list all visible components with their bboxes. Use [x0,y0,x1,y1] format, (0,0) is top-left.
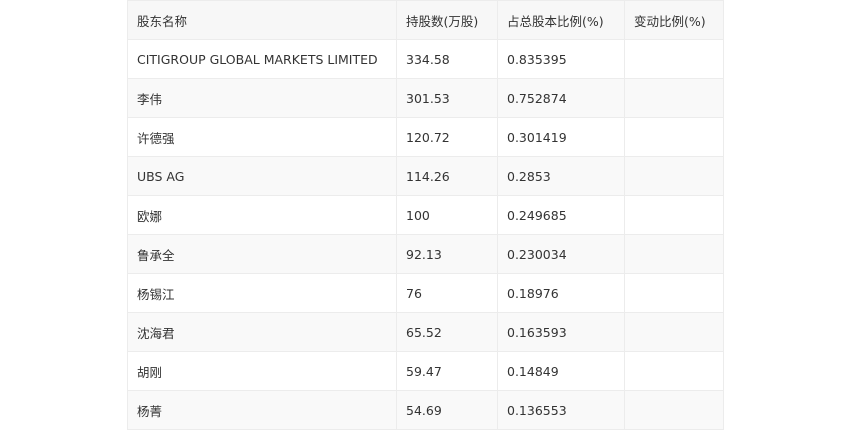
cell-shares-held: 114.26 [396,156,498,196]
cell-shareholder-name: 杨菁 [127,390,397,430]
header-shareholder-name: 股东名称 [127,0,397,40]
cell-shares-held: 92.13 [396,234,498,274]
table-row: 欧娜 100 0.249685 [127,195,724,235]
cell-shares-held: 301.53 [396,78,498,118]
table-row: 胡刚 59.47 0.14849 [127,351,724,391]
cell-share-ratio: 0.752874 [497,78,625,118]
cell-shareholder-name: 欧娜 [127,195,397,235]
cell-shares-held: 54.69 [396,390,498,430]
cell-shares-held: 76 [396,273,498,313]
cell-share-ratio: 0.2853 [497,156,625,196]
cell-change-ratio [624,117,724,157]
cell-shareholder-name: 胡刚 [127,351,397,391]
cell-share-ratio: 0.18976 [497,273,625,313]
table-row: 沈海君 65.52 0.163593 [127,312,724,352]
cell-shares-held: 65.52 [396,312,498,352]
cell-shareholder-name: 沈海君 [127,312,397,352]
table-row: UBS AG 114.26 0.2853 [127,156,724,196]
cell-change-ratio [624,156,724,196]
table-row: 鲁承全 92.13 0.230034 [127,234,724,274]
cell-shares-held: 100 [396,195,498,235]
cell-share-ratio: 0.301419 [497,117,625,157]
cell-shareholder-name: 李伟 [127,78,397,118]
table-row: CITIGROUP GLOBAL MARKETS LIMITED 334.58 0.… [127,39,724,79]
cell-change-ratio [624,78,724,118]
cell-shares-held: 334.58 [396,39,498,79]
header-shares-held: 持股数(万股) [396,0,498,40]
table-row: 杨菁 54.69 0.136553 [127,390,724,430]
cell-change-ratio [624,39,724,79]
cell-shareholder-name: CITIGROUP GLOBAL MARKETS LIMITED [127,39,397,79]
cell-change-ratio [624,390,724,430]
shareholder-table: 股东名称 持股数(万股) 占总股本比例(%) 变动比例(%) CITIGROUP… [127,0,724,430]
cell-share-ratio: 0.163593 [497,312,625,352]
cell-change-ratio [624,312,724,352]
cell-shareholder-name: UBS AG [127,156,397,196]
cell-shareholder-name: 鲁承全 [127,234,397,274]
table-row: 许德强 120.72 0.301419 [127,117,724,157]
cell-change-ratio [624,351,724,391]
cell-shareholder-name: 许德强 [127,117,397,157]
cell-share-ratio: 0.230034 [497,234,625,274]
cell-change-ratio [624,195,724,235]
header-change-ratio: 变动比例(%) [624,0,724,40]
cell-share-ratio: 0.136553 [497,390,625,430]
cell-change-ratio [624,273,724,313]
cell-share-ratio: 0.14849 [497,351,625,391]
cell-change-ratio [624,234,724,274]
cell-share-ratio: 0.249685 [497,195,625,235]
header-share-ratio: 占总股本比例(%) [497,0,625,40]
cell-shareholder-name: 杨锡江 [127,273,397,313]
table-row: 杨锡江 76 0.18976 [127,273,724,313]
cell-share-ratio: 0.835395 [497,39,625,79]
table-row: 李伟 301.53 0.752874 [127,78,724,118]
cell-shares-held: 120.72 [396,117,498,157]
cell-shares-held: 59.47 [396,351,498,391]
table-header-row: 股东名称 持股数(万股) 占总股本比例(%) 变动比例(%) [127,0,724,40]
